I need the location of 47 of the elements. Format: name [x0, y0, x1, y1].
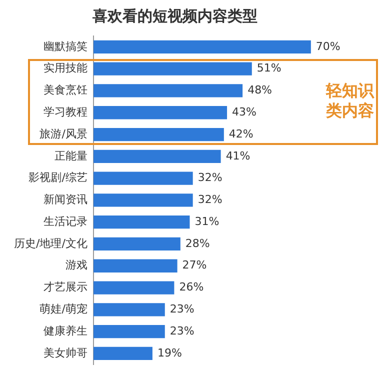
y-tick-label: 旅游/风景 — [40, 127, 88, 140]
data-label: 26% — [179, 280, 204, 294]
data-label: 31% — [194, 214, 220, 228]
y-tick-label: 新闻资讯 — [43, 193, 88, 206]
bar — [93, 128, 224, 142]
bar — [93, 324, 165, 338]
data-label: 43% — [232, 105, 256, 118]
bar — [93, 281, 174, 294]
bar — [93, 106, 228, 120]
data-label: 27% — [182, 258, 207, 272]
bar — [93, 237, 180, 251]
data-label: 41% — [226, 149, 250, 162]
y-tick-label: 学习教程 — [43, 105, 88, 118]
data-label: 19% — [157, 346, 182, 360]
bar — [93, 172, 193, 185]
bar — [93, 303, 165, 316]
y-tick-label: 影视剧/综艺 — [28, 171, 88, 184]
data-label: 23% — [170, 302, 194, 316]
data-label: 28% — [185, 236, 210, 250]
bar — [93, 40, 311, 54]
y-tick-label: 历史/地理/文化 — [14, 236, 88, 250]
data-label: 32% — [198, 193, 222, 206]
y-tick-label: 实用技能 — [43, 62, 88, 75]
y-tick-label: 萌娃/萌宠 — [40, 302, 88, 316]
bar — [93, 259, 178, 272]
bar — [93, 216, 190, 229]
text: 轻知识类内容 — [325, 80, 375, 120]
data-label: 70% — [316, 40, 340, 53]
data-label: 42% — [228, 127, 254, 140]
bar — [93, 62, 252, 76]
y-tick-label: 游戏 — [65, 258, 88, 272]
bar — [93, 150, 221, 163]
y-tick-label: 健康养生 — [43, 324, 88, 338]
y-tick-label: 正能量 — [54, 149, 88, 162]
bar — [93, 194, 193, 207]
y-tick-label: 美女帅哥 — [43, 346, 88, 360]
bar — [93, 346, 152, 360]
y-tick-label: 生活记录 — [43, 214, 88, 228]
data-label: 23% — [170, 324, 194, 338]
data-label: 32% — [198, 171, 222, 184]
bar — [93, 84, 243, 98]
y-tick-label: 幽默搞笑 — [43, 40, 88, 53]
y-tick-label: 才艺展示 — [43, 280, 88, 294]
chart-title: 喜欢看的短视频内容类型 — [92, 6, 258, 25]
data-label: 51% — [256, 62, 282, 75]
data-label: 48% — [248, 84, 272, 97]
y-tick-label: 美食烹饪 — [43, 84, 88, 97]
